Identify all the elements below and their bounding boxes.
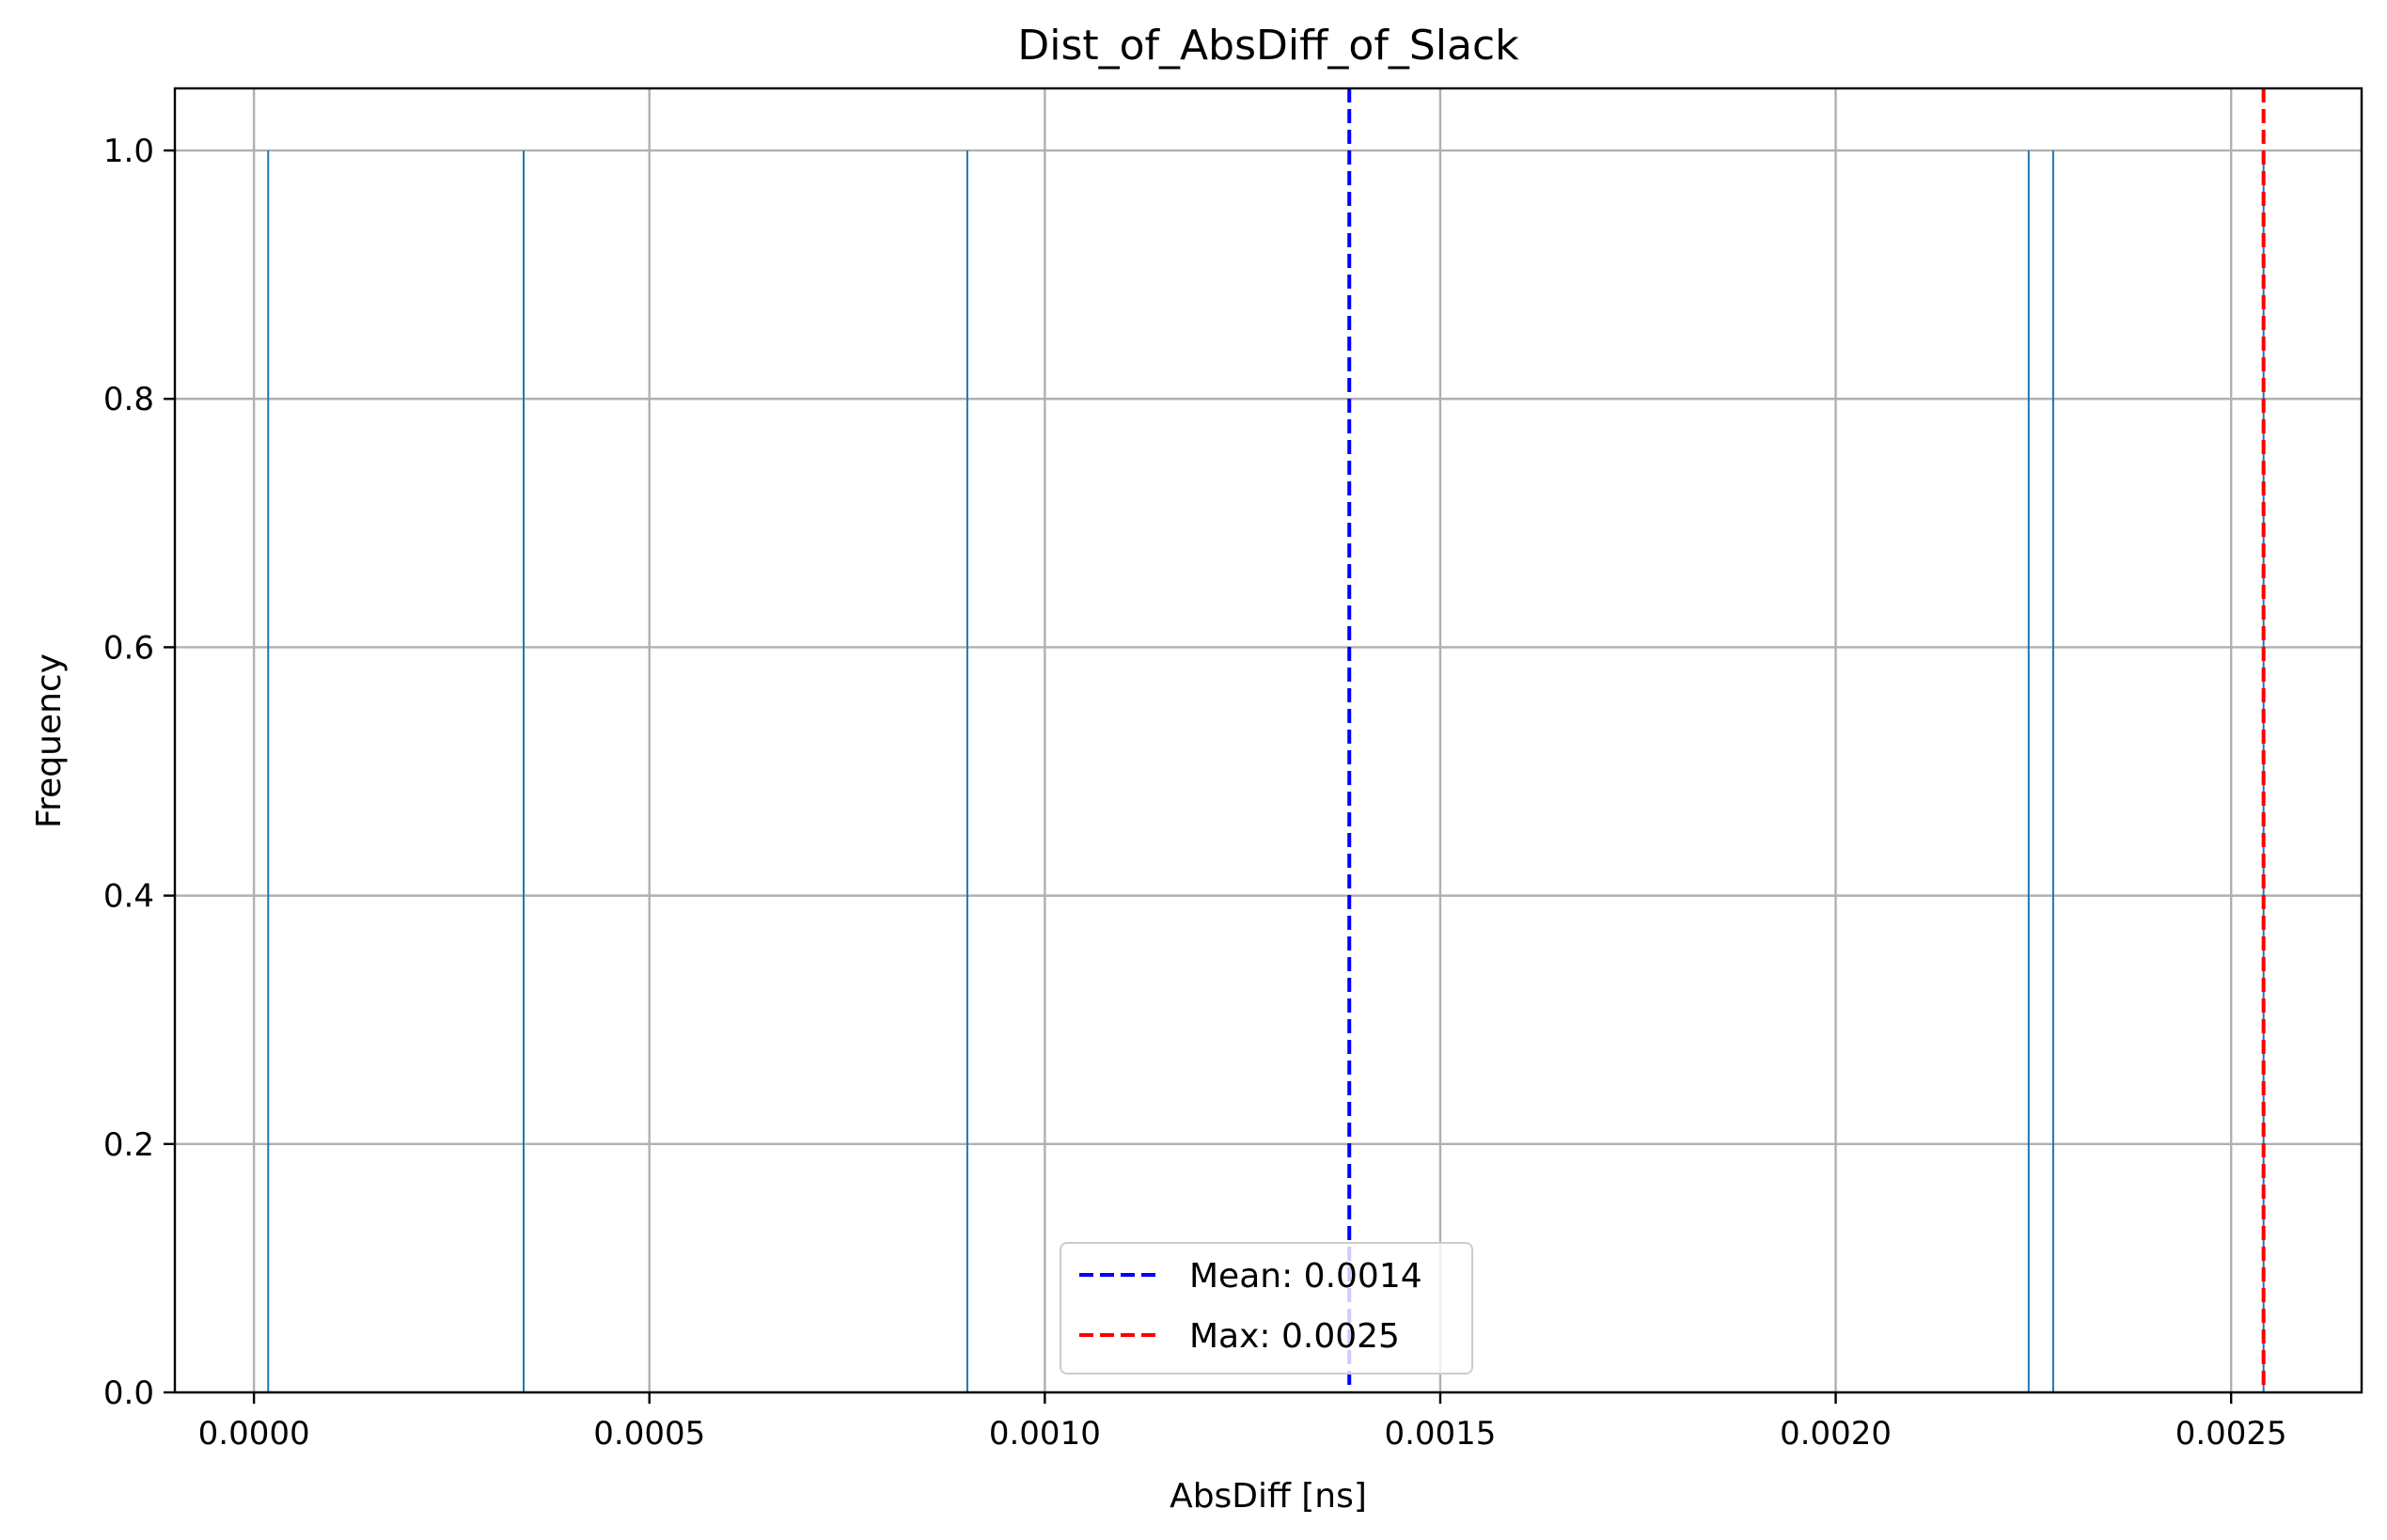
- legend-mean-label: Mean: 0.0014: [1189, 1257, 1422, 1296]
- histogram-bar: [267, 150, 270, 1393]
- x-tick-label: 0.0000: [198, 1415, 310, 1453]
- y-axis-label: Frequency: [30, 653, 69, 828]
- y-tick-label: 0.8: [103, 381, 154, 418]
- x-axis-label: AbsDiff [ns]: [1170, 1477, 1367, 1516]
- histogram-bar: [2027, 150, 2030, 1393]
- legend: Mean: 0.0014 Max: 0.0025: [1060, 1242, 1473, 1375]
- histogram-bar: [2051, 150, 2054, 1393]
- y-tick-label: 0.6: [103, 629, 154, 667]
- x-tick-label: 0.0015: [1384, 1415, 1496, 1453]
- x-tick-label: 0.0005: [593, 1415, 705, 1453]
- legend-box: [1060, 1242, 1473, 1375]
- chart-title: Dist_of_AbsDiff_of_Slack: [1017, 22, 1519, 70]
- reference-lines: [1347, 88, 2266, 1392]
- x-axis-ticks: 0.0000 0.0005 0.0010 0.0015 0.0020 0.0025: [198, 1392, 2287, 1453]
- x-tick-label: 0.0020: [1780, 1415, 1892, 1453]
- x-tick-label: 0.0025: [2175, 1415, 2287, 1453]
- y-tick-label: 0.0: [103, 1375, 154, 1412]
- x-tick-label: 0.0010: [989, 1415, 1101, 1453]
- histogram-bar: [966, 150, 968, 1393]
- y-tick-label: 0.4: [103, 878, 154, 916]
- plot-frame: [173, 86, 2363, 1394]
- y-tick-label: 0.2: [103, 1126, 154, 1164]
- legend-max-label: Max: 0.0025: [1189, 1317, 1400, 1356]
- y-axis-ticks: 0.0 0.2 0.4 0.6 0.8 1.0: [103, 133, 175, 1412]
- y-tick-label: 1.0: [103, 133, 154, 170]
- histogram-bar: [522, 150, 525, 1393]
